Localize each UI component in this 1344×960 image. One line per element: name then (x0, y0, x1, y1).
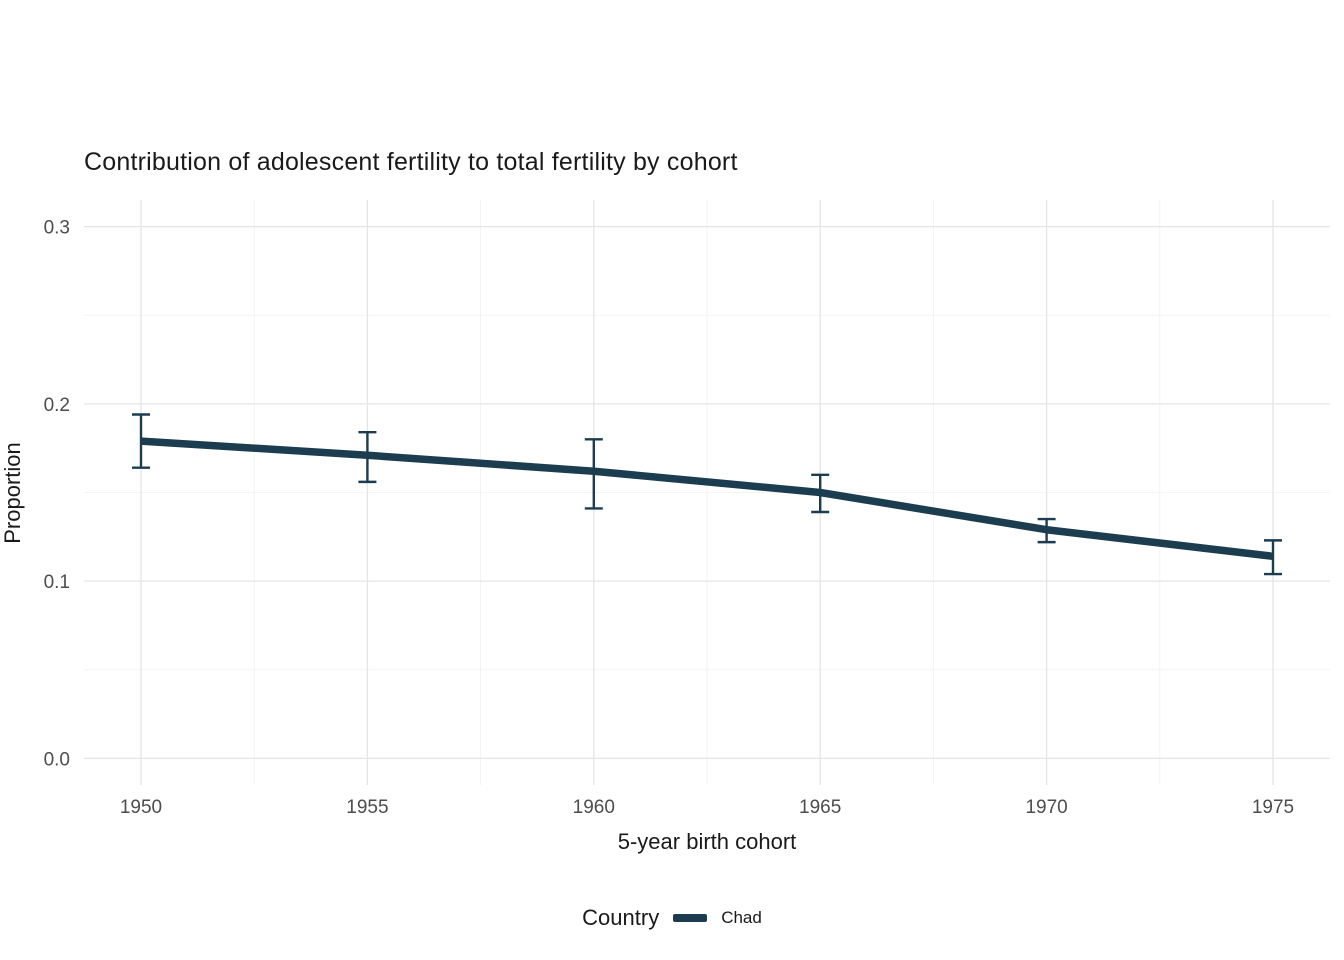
x-tick-label: 1950 (120, 797, 162, 818)
gridlines (84, 200, 1330, 785)
x-tick-label: 1955 (346, 797, 388, 818)
axis-tick-labels: 0.0 0.1 0.2 0.3 1950 1955 1960 1965 1970 1975 (44, 218, 1295, 818)
y-axis-label: Proportion (0, 442, 25, 544)
y-tick-label: 0.0 (44, 749, 70, 770)
x-tick-label: 1975 (1252, 797, 1294, 818)
chart-title: Contribution of adolescent fertility to … (84, 148, 738, 176)
x-axis-label: 5-year birth cohort (618, 829, 797, 854)
legend-entry-label: Chad (721, 908, 762, 927)
legend-line-swatch (673, 914, 708, 922)
y-tick-label: 0.2 (44, 395, 70, 416)
legend-title: Country (582, 905, 660, 930)
y-tick-label: 0.3 (44, 218, 70, 239)
data-series (132, 413, 1282, 576)
legend: Country Chad (0, 905, 1344, 931)
x-tick-label: 1960 (573, 797, 615, 818)
y-tick-label: 0.1 (44, 572, 70, 593)
x-tick-label: 1970 (1025, 797, 1067, 818)
x-tick-label: 1965 (799, 797, 841, 818)
